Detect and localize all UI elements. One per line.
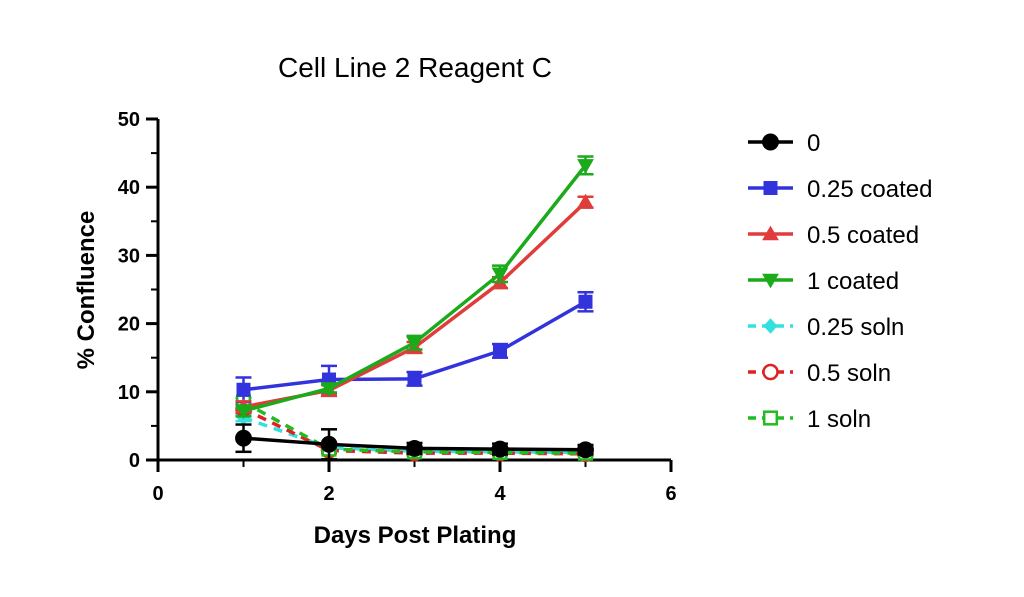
legend-label: 1 coated (807, 268, 899, 295)
y-tick-label: 10 (118, 382, 140, 404)
data-point (406, 336, 423, 352)
legend-marker (762, 273, 779, 289)
legend-label: 0.25 coated (807, 176, 932, 203)
y-tick-label: 20 (118, 314, 140, 336)
data-point (491, 267, 509, 283)
data-point (235, 429, 252, 447)
legend-item-0: 0 (748, 130, 820, 157)
series-3 (235, 155, 594, 420)
data-point (578, 294, 593, 309)
legend-marker (762, 410, 779, 426)
y-tick-label: 50 (118, 109, 140, 131)
legend-label: 0 (807, 130, 820, 157)
legend-label: 0.25 soln (807, 314, 904, 341)
legend-marker (763, 318, 778, 334)
data-point (493, 343, 507, 358)
data-point (406, 439, 423, 457)
x-axis-title: Days Post Plating (314, 522, 517, 549)
series-layer (235, 155, 594, 463)
data-point (577, 441, 594, 459)
x-tick-label: 6 (665, 483, 676, 505)
data-point (491, 440, 509, 458)
legend-marker (762, 133, 779, 151)
x-tick-label: 0 (152, 483, 163, 505)
data-point (236, 382, 251, 397)
data-point (320, 435, 338, 453)
legend-item-1: 0.25 coated (748, 176, 932, 203)
data-point (577, 159, 594, 174)
axes: 0 10 20 30 40 50 0 2 4 6 (118, 109, 677, 505)
x-tick-label: 4 (494, 483, 506, 505)
legend-item-3: 1 coated (748, 268, 899, 295)
data-point (577, 193, 594, 209)
legend-marker (762, 363, 779, 381)
legend-marker (763, 181, 778, 195)
data-point (407, 371, 422, 386)
series-0 (235, 423, 594, 461)
legend-label: 0.5 coated (807, 222, 919, 249)
chart-title: Cell Line 2 Reagent C (278, 52, 552, 83)
data-point (235, 404, 252, 420)
y-tick-label: 30 (118, 245, 140, 267)
y-axis-title: % Confluence (73, 211, 100, 370)
legend-item-2: 0.5 coated (748, 222, 919, 249)
legend-label: 0.5 soln (807, 360, 891, 387)
y-tick-label: 0 (129, 450, 140, 472)
data-point (320, 382, 338, 397)
y-tick-label: 40 (118, 177, 140, 199)
legend-item-6: 1 soln (748, 406, 871, 433)
legend: 0 0.25 coated 0.5 coated 1 coated 0.25 soln 0… (748, 130, 932, 433)
legend-item-5: 0.5 soln (748, 360, 891, 387)
legend-label: 1 soln (807, 406, 871, 433)
x-tick-label: 2 (323, 483, 334, 505)
legend-marker (762, 225, 779, 241)
legend-item-4: 0.25 soln (748, 314, 904, 341)
